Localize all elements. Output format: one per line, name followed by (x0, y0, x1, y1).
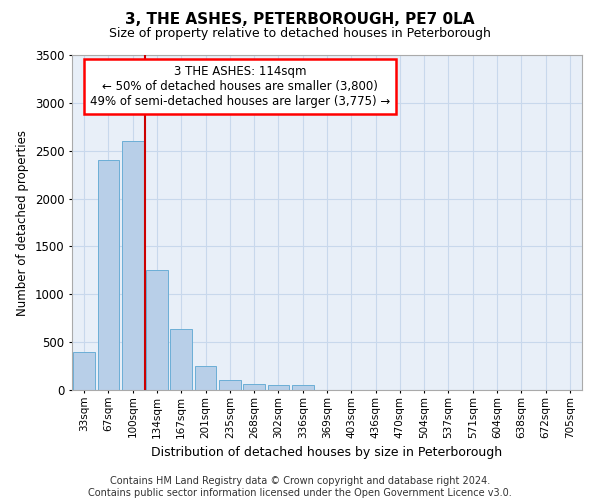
Bar (122, 141, 143, 390)
Bar (292, 385, 314, 390)
Bar (170, 328, 192, 390)
Bar (219, 380, 241, 390)
Y-axis label: Number of detached properties: Number of detached properties (16, 130, 29, 316)
Bar (268, 384, 289, 390)
Text: 3, THE ASHES, PETERBOROUGH, PE7 0LA: 3, THE ASHES, PETERBOROUGH, PE7 0LA (125, 12, 475, 28)
Bar (194, 366, 217, 390)
X-axis label: Distribution of detached houses by size in Peterborough: Distribution of detached houses by size … (151, 446, 503, 459)
Text: 3 THE ASHES: 114sqm
← 50% of detached houses are smaller (3,800)
49% of semi-det: 3 THE ASHES: 114sqm ← 50% of detached ho… (90, 65, 391, 108)
Bar (243, 384, 265, 390)
Text: Contains HM Land Registry data © Crown copyright and database right 2024.
Contai: Contains HM Land Registry data © Crown c… (88, 476, 512, 498)
Bar (97, 160, 119, 390)
Text: Size of property relative to detached houses in Peterborough: Size of property relative to detached ho… (109, 28, 491, 40)
Bar (73, 352, 95, 390)
Bar (146, 270, 168, 390)
